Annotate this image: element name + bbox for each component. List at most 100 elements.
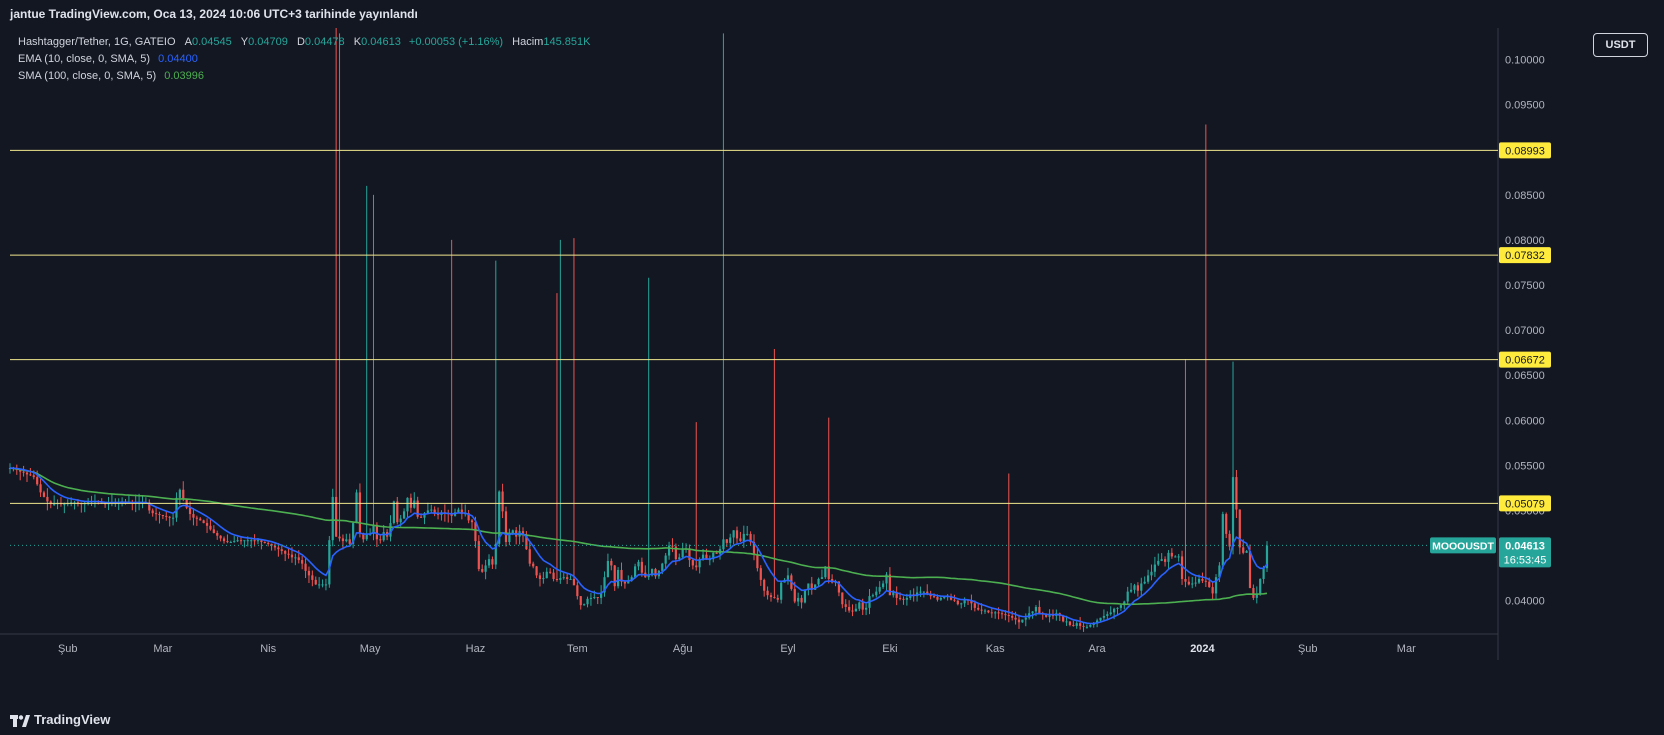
candle-body bbox=[701, 554, 705, 560]
candle-body bbox=[902, 598, 905, 600]
candle-body bbox=[929, 594, 932, 597]
last-price-badge bbox=[1499, 537, 1551, 568]
candle-body bbox=[19, 469, 22, 472]
candle-body bbox=[756, 554, 759, 569]
candle-body bbox=[661, 563, 664, 571]
candle-body bbox=[39, 484, 42, 493]
candle-body bbox=[739, 538, 742, 542]
open-label: A bbox=[184, 36, 192, 48]
candle-body bbox=[406, 497, 409, 512]
candle-body bbox=[256, 540, 260, 542]
candle-body bbox=[667, 545, 671, 556]
candle-body bbox=[419, 516, 423, 518]
candle-body bbox=[423, 513, 426, 518]
candle-body bbox=[1214, 577, 1218, 594]
candle-body bbox=[593, 597, 596, 599]
candle-body bbox=[681, 549, 684, 558]
candle-body bbox=[481, 569, 484, 572]
volume-label: Hacim bbox=[512, 36, 544, 48]
candle-body bbox=[623, 581, 627, 584]
candle-body bbox=[963, 599, 966, 604]
candle-body bbox=[328, 540, 331, 585]
candle-body bbox=[1235, 477, 1238, 510]
candle-body bbox=[426, 510, 429, 514]
time-tick-label: Ara bbox=[1089, 643, 1107, 655]
sma-value: 0.03996 bbox=[164, 70, 204, 82]
candle-body bbox=[698, 559, 701, 568]
candle-body bbox=[348, 539, 351, 544]
candle-body bbox=[504, 511, 508, 543]
open-value: 0.04545 bbox=[191, 36, 232, 48]
candle-body bbox=[990, 612, 993, 614]
ema-row[interactable]: EMA (10, close, 0, SMA, 5) 0.04400 bbox=[18, 51, 590, 68]
candle-body bbox=[871, 595, 875, 597]
candle-body bbox=[1160, 559, 1163, 561]
chart-frame[interactable]: 0.100000.095000.090000.085000.080000.075… bbox=[0, 28, 1664, 708]
candle-body bbox=[1197, 578, 1201, 583]
candle-body bbox=[695, 565, 698, 568]
candle-body bbox=[596, 597, 599, 599]
price-tick-label: 0.10000 bbox=[1505, 55, 1545, 67]
candle-body bbox=[773, 597, 776, 599]
candle-body bbox=[1248, 551, 1252, 589]
candle-body bbox=[494, 543, 497, 565]
candle-body bbox=[865, 607, 868, 610]
close-value: 0.04613 bbox=[361, 36, 401, 48]
candle-body bbox=[729, 537, 732, 543]
candle-body bbox=[1265, 545, 1269, 569]
candle-body bbox=[1034, 606, 1038, 612]
candle-body bbox=[606, 560, 610, 578]
candle-body bbox=[555, 578, 559, 580]
time-tick-label: Şub bbox=[1298, 643, 1318, 655]
candle-body bbox=[1126, 591, 1129, 602]
symbol-title[interactable]: Hashtagger/Tether, 1G, GATEIO bbox=[18, 36, 176, 48]
candle-body bbox=[545, 571, 548, 579]
candle-body bbox=[508, 533, 511, 543]
candle-body bbox=[229, 542, 232, 544]
candle-body bbox=[382, 532, 385, 541]
candle-body bbox=[29, 474, 32, 476]
candle-body bbox=[780, 582, 783, 600]
candle-body bbox=[735, 530, 739, 539]
candle-body bbox=[742, 533, 745, 542]
candle-body bbox=[776, 597, 779, 600]
candle-body bbox=[301, 560, 304, 564]
candle-body bbox=[165, 515, 168, 517]
candle-body bbox=[42, 492, 46, 497]
candle-body bbox=[236, 540, 239, 542]
candle-body bbox=[712, 552, 715, 560]
time-tick-label: 2024 bbox=[1190, 643, 1215, 655]
sma-row[interactable]: SMA (100, close, 0, SMA, 5) 0.03996 bbox=[18, 68, 590, 85]
currency-button[interactable]: USDT bbox=[1593, 33, 1648, 57]
candle-body bbox=[318, 584, 321, 586]
candle-body bbox=[1062, 615, 1065, 622]
price-tick-label: 0.07500 bbox=[1505, 280, 1545, 292]
price-tick-label: 0.05500 bbox=[1505, 460, 1545, 472]
candle-body bbox=[1204, 580, 1207, 582]
candle-body bbox=[307, 570, 311, 576]
candle-body bbox=[1007, 615, 1010, 617]
candle-body bbox=[583, 604, 586, 606]
candle-body bbox=[1014, 617, 1017, 620]
candle-body bbox=[549, 571, 552, 573]
candle-body bbox=[861, 602, 864, 610]
candle-body bbox=[233, 541, 236, 543]
candle-body bbox=[250, 540, 253, 542]
candle-body bbox=[1140, 583, 1143, 591]
candle-body bbox=[25, 472, 29, 475]
candle-body bbox=[637, 561, 640, 567]
candle-body bbox=[1051, 615, 1055, 617]
candle-body bbox=[1262, 568, 1265, 579]
candle-body bbox=[586, 598, 589, 605]
candle-body bbox=[1211, 587, 1214, 594]
level-price-badge bbox=[1499, 495, 1551, 512]
change-value: +0.00053 (+1.16%) bbox=[408, 36, 504, 48]
candle-body bbox=[154, 513, 158, 515]
candle-body bbox=[1119, 605, 1123, 608]
candle-body bbox=[192, 514, 195, 518]
price-chart[interactable]: 0.100000.095000.090000.085000.080000.075… bbox=[0, 28, 1664, 708]
candle-body bbox=[1167, 552, 1170, 562]
candle-body bbox=[501, 491, 504, 512]
candle-body bbox=[691, 560, 694, 566]
candle-body bbox=[311, 575, 314, 580]
